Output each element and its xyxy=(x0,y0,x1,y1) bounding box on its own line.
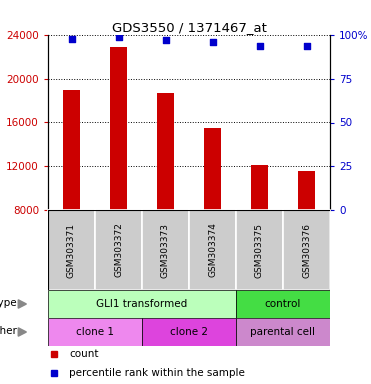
Bar xyxy=(283,210,330,290)
Text: GSM303375: GSM303375 xyxy=(255,222,264,278)
Text: parental cell: parental cell xyxy=(250,327,315,337)
Bar xyxy=(142,318,236,346)
Polygon shape xyxy=(18,300,26,308)
Bar xyxy=(95,210,142,290)
Bar xyxy=(189,210,236,290)
Title: GDS3550 / 1371467_at: GDS3550 / 1371467_at xyxy=(112,21,266,34)
Text: GSM303373: GSM303373 xyxy=(161,222,170,278)
Text: percentile rank within the sample: percentile rank within the sample xyxy=(69,368,245,378)
Text: GSM303371: GSM303371 xyxy=(67,222,76,278)
Text: cell type: cell type xyxy=(0,298,17,308)
Text: GSM303372: GSM303372 xyxy=(114,223,123,277)
Point xyxy=(256,42,262,48)
Bar xyxy=(236,318,330,346)
Point xyxy=(69,35,75,41)
Text: count: count xyxy=(69,349,99,359)
Text: control: control xyxy=(265,299,301,309)
Bar xyxy=(142,210,189,290)
Bar xyxy=(204,128,221,210)
Point xyxy=(210,39,216,45)
Text: other: other xyxy=(0,326,17,336)
Bar xyxy=(63,90,80,210)
Bar xyxy=(236,210,283,290)
Polygon shape xyxy=(18,328,26,336)
Text: GSM303374: GSM303374 xyxy=(208,223,217,277)
Bar xyxy=(48,210,95,290)
Text: clone 2: clone 2 xyxy=(170,327,208,337)
Bar xyxy=(236,290,330,318)
Bar xyxy=(251,165,268,210)
Text: GSM303376: GSM303376 xyxy=(302,222,311,278)
Bar xyxy=(48,318,142,346)
Bar xyxy=(298,170,315,210)
Point xyxy=(115,34,121,40)
Point xyxy=(303,42,309,48)
Bar xyxy=(110,47,127,210)
Bar xyxy=(157,93,174,210)
Bar xyxy=(48,290,236,318)
Point xyxy=(162,37,168,43)
Text: clone 1: clone 1 xyxy=(76,327,114,337)
Text: GLI1 transformed: GLI1 transformed xyxy=(96,299,188,309)
